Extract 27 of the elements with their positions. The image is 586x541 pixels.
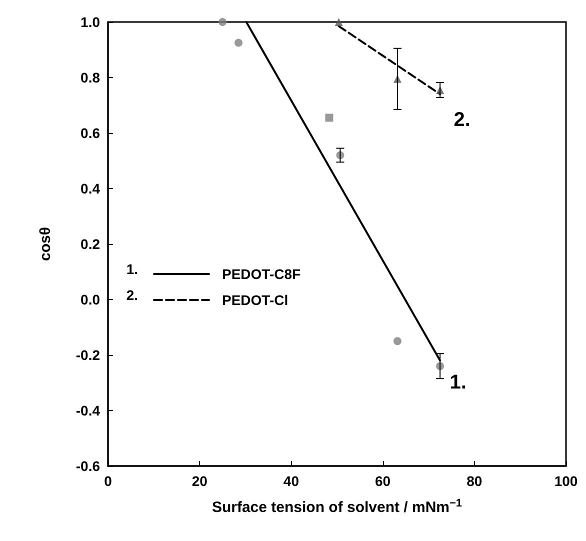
y-axis-title: cosθ (37, 227, 54, 261)
point (393, 337, 402, 346)
point (325, 114, 334, 122)
annotation: 2. (454, 109, 470, 132)
point (218, 18, 226, 26)
y-tick-label: -0.4 (76, 402, 100, 418)
y-tick-label: -0.6 (76, 458, 100, 474)
annotation: 2. (126, 287, 138, 303)
legend-label: PEDOT-Cl (222, 292, 288, 308)
y-tick-label: 0.8 (80, 70, 100, 86)
x-tick-label: 20 (192, 473, 208, 489)
x-tick-label: 60 (375, 473, 391, 489)
y-tick-label: 1.0 (80, 14, 100, 30)
y-tick-label: 0.2 (80, 236, 100, 252)
y-tick-label: 0.4 (80, 180, 100, 196)
point (234, 38, 243, 47)
legend-label: PEDOT-C8F (222, 266, 302, 282)
x-tick-label: 80 (466, 473, 482, 489)
y-tick-label: 0.0 (80, 292, 100, 308)
y-tick-label: -0.2 (76, 347, 100, 363)
point (334, 18, 343, 26)
y-tick-label: 0.6 (80, 125, 100, 141)
x-tick-label: 0 (104, 473, 112, 489)
x-tick-label: 100 (554, 473, 578, 489)
annotation: 1. (126, 261, 138, 277)
annotation: 1. (450, 372, 466, 394)
x-tick-label: 40 (283, 473, 300, 489)
